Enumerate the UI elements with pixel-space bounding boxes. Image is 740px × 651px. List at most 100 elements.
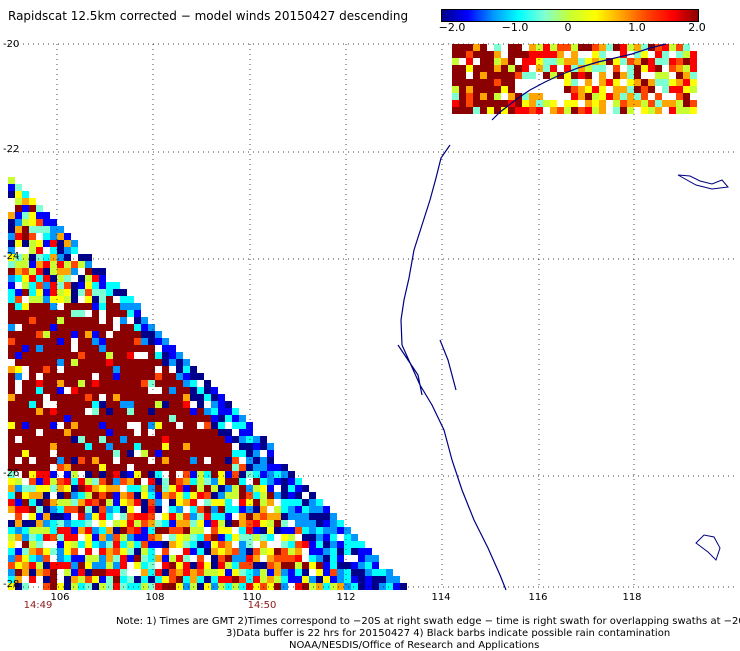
swath-pixel [127, 324, 134, 331]
swath-pixel [211, 394, 218, 401]
swath-pixel [529, 51, 536, 58]
swath-pixel [36, 562, 43, 569]
swath-pixel [8, 562, 15, 569]
swath-pixel [8, 247, 15, 254]
swath-pixel [613, 86, 620, 93]
swath-pixel [337, 548, 344, 555]
swath-pixel [36, 394, 43, 401]
swath-pixel [120, 527, 127, 534]
swath-pixel [64, 331, 71, 338]
swath-pixel [620, 107, 627, 114]
swath-pixel [641, 58, 648, 65]
swath-pixel [302, 562, 309, 569]
swath-pixel [288, 478, 295, 485]
swath-pixel [127, 506, 134, 513]
swath-pixel [106, 548, 113, 555]
swath-pixel [99, 471, 106, 478]
swath-pixel [330, 513, 337, 520]
swath-pixel [50, 576, 57, 583]
swath-pixel [141, 520, 148, 527]
swath-pixel [50, 289, 57, 296]
swath-pixel [218, 541, 225, 548]
swath-pixel [141, 492, 148, 499]
swath-pixel [22, 520, 29, 527]
swath-pixel [204, 548, 211, 555]
swath-pixel [113, 534, 120, 541]
swath-pixel [78, 345, 85, 352]
swath-pixel [176, 492, 183, 499]
swath-pixel [36, 296, 43, 303]
swath-pixel [267, 548, 274, 555]
swath-pixel [218, 527, 225, 534]
swath-pixel [22, 191, 29, 198]
swath-pixel [246, 499, 253, 506]
swath-pixel [71, 464, 78, 471]
swath-pixel [36, 247, 43, 254]
swath-pixel [78, 303, 85, 310]
swath-pixel [22, 226, 29, 233]
swath-pixel [99, 499, 106, 506]
swath-pixel [92, 464, 99, 471]
swath-pixel [57, 373, 64, 380]
swath-pixel [57, 247, 64, 254]
swath-pixel [78, 254, 85, 261]
swath-pixel [190, 576, 197, 583]
swath-pixel [8, 541, 15, 548]
swath-pixel [148, 555, 155, 562]
swath-pixel [344, 541, 351, 548]
swath-pixel [190, 562, 197, 569]
swath-pixel [127, 471, 134, 478]
swath-pixel [337, 562, 344, 569]
swath-pixel [99, 450, 106, 457]
swath-pixel [134, 324, 141, 331]
swath-pixel [57, 233, 64, 240]
swath-pixel [29, 338, 36, 345]
swath-pixel [260, 478, 267, 485]
swath-pixel [225, 576, 232, 583]
swath-pixel [225, 499, 232, 506]
swath-pixel [8, 324, 15, 331]
swath-pixel [85, 520, 92, 527]
swath-pixel [620, 100, 627, 107]
swath-pixel [64, 282, 71, 289]
swath-pixel [120, 366, 127, 373]
swath-pixel [127, 303, 134, 310]
swath-pixel [494, 79, 501, 86]
lat-label: -26 [3, 468, 20, 479]
swath-pixel [288, 534, 295, 541]
swath-pixel [183, 576, 190, 583]
swath-pixel [22, 583, 29, 590]
swath-pixel [22, 394, 29, 401]
swath-pixel [120, 331, 127, 338]
swath-pixel [162, 443, 169, 450]
swath-pixel [120, 429, 127, 436]
swath-pixel [43, 380, 50, 387]
swath-pixel [64, 485, 71, 492]
swath-pixel [15, 205, 22, 212]
swath-pixel [99, 583, 106, 590]
swath-pixel [29, 513, 36, 520]
swath-pixel [211, 478, 218, 485]
swath-pixel [43, 562, 50, 569]
swath-pixel [543, 44, 550, 51]
swath-pixel [155, 380, 162, 387]
swath-pixel [557, 51, 564, 58]
swath-pixel [190, 506, 197, 513]
swath-pixel [8, 464, 15, 471]
swath-pixel [295, 562, 302, 569]
swath-pixel [22, 527, 29, 534]
swath-pixel [43, 212, 50, 219]
swath-pixel [232, 415, 239, 422]
swath-pixel [57, 527, 64, 534]
swath-pixel [85, 366, 92, 373]
swath-pixel [78, 485, 85, 492]
swath-pixel [564, 65, 571, 72]
swath-pixel [29, 450, 36, 457]
swath-pixel [71, 436, 78, 443]
swath-pixel [8, 478, 15, 485]
swath-pixel [155, 555, 162, 562]
swath-pixel [85, 415, 92, 422]
swath-pixel [613, 107, 620, 114]
swath-pixel [15, 492, 22, 499]
swath-pixel [57, 289, 64, 296]
